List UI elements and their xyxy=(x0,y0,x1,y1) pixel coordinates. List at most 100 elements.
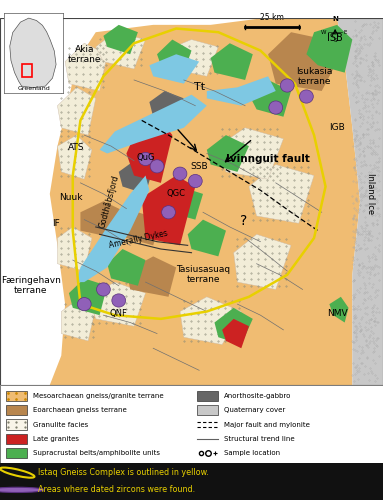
Circle shape xyxy=(162,206,175,219)
Polygon shape xyxy=(165,40,218,76)
Polygon shape xyxy=(50,18,360,385)
Text: Greenland: Greenland xyxy=(17,86,50,91)
Polygon shape xyxy=(218,128,283,179)
Polygon shape xyxy=(306,25,352,72)
Bar xyxy=(197,391,218,401)
Polygon shape xyxy=(234,234,291,290)
Polygon shape xyxy=(222,319,249,348)
Circle shape xyxy=(173,167,187,180)
Polygon shape xyxy=(329,297,349,322)
Polygon shape xyxy=(57,227,92,271)
Polygon shape xyxy=(57,135,92,179)
Text: IF: IF xyxy=(52,219,59,228)
Text: Ivinnguit fault: Ivinnguit fault xyxy=(226,154,310,164)
Text: Nuuk: Nuuk xyxy=(59,193,83,202)
Circle shape xyxy=(139,152,152,166)
Polygon shape xyxy=(207,76,276,106)
Circle shape xyxy=(112,294,126,307)
Bar xyxy=(6,420,27,430)
Bar xyxy=(6,391,27,401)
Text: IGB: IGB xyxy=(329,123,345,132)
Bar xyxy=(21,64,32,76)
Text: QGC: QGC xyxy=(167,190,186,198)
Text: Supracrustal belts/amphibolite units: Supracrustal belts/amphibolite units xyxy=(33,450,160,456)
Text: Inland Ice: Inland Ice xyxy=(366,174,375,214)
Polygon shape xyxy=(188,220,226,256)
Polygon shape xyxy=(88,282,146,326)
Text: Isukasia
terrane: Isukasia terrane xyxy=(296,66,332,86)
Polygon shape xyxy=(100,94,207,154)
Circle shape xyxy=(77,298,91,311)
Polygon shape xyxy=(337,18,383,385)
Text: Akia
terrane: Akia terrane xyxy=(67,44,101,64)
Polygon shape xyxy=(214,308,253,344)
Text: Structural trend line: Structural trend line xyxy=(224,436,295,442)
Text: E: E xyxy=(344,30,347,35)
Polygon shape xyxy=(180,297,241,344)
Text: Areas where dated zircons were found.: Areas where dated zircons were found. xyxy=(38,486,195,494)
Polygon shape xyxy=(61,300,96,341)
Bar xyxy=(6,405,27,415)
Text: Granulite facies: Granulite facies xyxy=(33,422,88,428)
Circle shape xyxy=(150,160,164,173)
Text: Tasiusasuaq
terrane: Tasiusasuaq terrane xyxy=(176,265,230,284)
Polygon shape xyxy=(249,164,314,224)
Circle shape xyxy=(0,487,44,492)
Text: ATS: ATS xyxy=(68,144,85,152)
Text: SSB: SSB xyxy=(190,162,208,171)
Circle shape xyxy=(300,90,313,103)
Text: Eoarchaean gneiss terrane: Eoarchaean gneiss terrane xyxy=(33,407,126,413)
Text: S: S xyxy=(333,38,337,44)
Polygon shape xyxy=(126,120,172,183)
Polygon shape xyxy=(149,91,184,124)
Polygon shape xyxy=(211,43,253,80)
Polygon shape xyxy=(10,18,56,87)
Text: Færingehavn
terrane: Færingehavn terrane xyxy=(1,276,61,295)
Polygon shape xyxy=(65,43,107,91)
Polygon shape xyxy=(69,278,107,315)
Text: Tt: Tt xyxy=(193,82,205,92)
Polygon shape xyxy=(207,135,249,172)
Text: Istaq Gneiss Complex is outlined in yellow.: Istaq Gneiss Complex is outlined in yell… xyxy=(38,468,209,477)
Text: Sample location: Sample location xyxy=(224,450,280,456)
Polygon shape xyxy=(57,88,96,135)
Text: 25 km: 25 km xyxy=(260,13,284,22)
Text: ?: ? xyxy=(240,214,247,228)
Bar xyxy=(6,448,27,458)
Polygon shape xyxy=(123,212,161,246)
Polygon shape xyxy=(107,249,146,286)
Text: Late granites: Late granites xyxy=(33,436,79,442)
Text: Godthåbsfjord: Godthåbsfjord xyxy=(97,174,121,229)
Text: N: N xyxy=(332,16,338,22)
Text: Major fault and mylonite: Major fault and mylonite xyxy=(224,422,310,428)
Polygon shape xyxy=(0,462,383,500)
Polygon shape xyxy=(96,32,146,69)
Bar xyxy=(6,434,27,444)
Text: NMV: NMV xyxy=(327,309,347,318)
Polygon shape xyxy=(149,54,199,84)
Polygon shape xyxy=(126,256,176,297)
Text: Anorthosite-gabbro: Anorthosite-gabbro xyxy=(224,393,291,399)
Polygon shape xyxy=(142,176,195,246)
Circle shape xyxy=(97,283,110,296)
Polygon shape xyxy=(249,80,291,116)
Circle shape xyxy=(280,79,294,92)
Polygon shape xyxy=(165,186,203,220)
Polygon shape xyxy=(157,40,192,72)
Circle shape xyxy=(269,101,283,114)
Polygon shape xyxy=(103,25,138,54)
Text: Mesoarchaean gneiss/granite terrane: Mesoarchaean gneiss/granite terrane xyxy=(33,393,163,399)
Text: QuG: QuG xyxy=(136,152,155,162)
Bar xyxy=(197,405,218,415)
Text: W: W xyxy=(321,30,327,35)
Circle shape xyxy=(188,174,202,188)
Text: Quaternary cover: Quaternary cover xyxy=(224,407,285,413)
Polygon shape xyxy=(268,32,337,91)
Polygon shape xyxy=(0,385,383,462)
Polygon shape xyxy=(77,176,149,282)
Text: Amerally Dykes: Amerally Dykes xyxy=(108,229,168,250)
Polygon shape xyxy=(80,201,126,238)
Polygon shape xyxy=(119,161,153,194)
Text: QNF: QNF xyxy=(110,309,128,318)
Text: ISB: ISB xyxy=(327,32,343,42)
